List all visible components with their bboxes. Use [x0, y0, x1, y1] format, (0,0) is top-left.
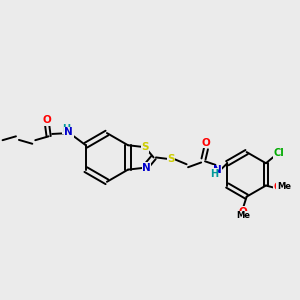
Text: S: S — [167, 154, 175, 164]
Text: O: O — [239, 206, 248, 217]
Text: N: N — [213, 165, 222, 175]
Text: N: N — [142, 163, 151, 173]
Text: N: N — [64, 128, 73, 137]
Text: S: S — [141, 142, 149, 152]
Text: Me: Me — [236, 212, 250, 220]
Text: Cl: Cl — [273, 148, 284, 158]
Text: O: O — [202, 138, 210, 148]
Text: H: H — [62, 124, 70, 134]
Text: Me: Me — [277, 182, 291, 191]
Text: O: O — [274, 182, 282, 192]
Text: H: H — [210, 169, 218, 179]
Text: O: O — [43, 115, 52, 125]
